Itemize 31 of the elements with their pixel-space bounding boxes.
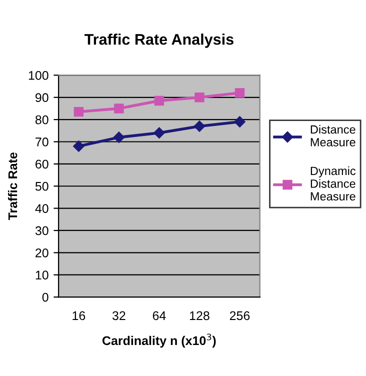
y-axis-title: Traffic Rate	[8, 152, 18, 220]
legend-label: Distance Measure	[310, 125, 356, 146]
x-tick-label: 16	[72, 311, 86, 320]
legend-label: Dynamic Distance Measure	[310, 166, 356, 201]
x-tick-label: 256	[230, 311, 250, 320]
y-tick-label: 10	[36, 270, 48, 280]
point	[154, 96, 164, 106]
x-tick-label: 64	[152, 311, 166, 320]
y-tick-label: 70	[36, 138, 48, 146]
point	[234, 88, 245, 98]
y-tick-label: 90	[36, 93, 48, 102]
point	[194, 120, 206, 132]
point	[234, 116, 246, 128]
point	[114, 104, 124, 114]
x-axis-title: Cardinality n (x10$^{3}$)	[102, 334, 216, 348]
x-tick-label: 128	[190, 311, 210, 320]
y-tick-label: 40	[35, 204, 48, 213]
y-tick-label: 60	[36, 160, 48, 169]
y-tick-label: 0	[42, 292, 48, 302]
point	[154, 127, 165, 138]
point	[194, 92, 204, 102]
y-tick-label: 30	[35, 226, 48, 236]
point	[74, 106, 84, 117]
point	[113, 132, 125, 143]
point	[73, 140, 84, 152]
chart-title: Traffic Rate Analysis	[84, 34, 234, 48]
y-tick-label: 80	[35, 115, 48, 124]
y-tick-label: 50	[35, 182, 48, 191]
x-tick-label: 32	[112, 311, 126, 320]
y-tick-label: 20	[36, 248, 48, 258]
y-tick-label: 100	[28, 71, 48, 80]
